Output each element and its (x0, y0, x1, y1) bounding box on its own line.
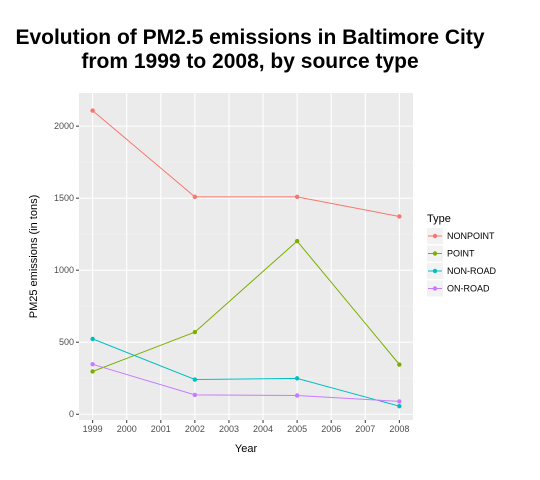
series-line-on-road (92, 363, 400, 402)
legend-key-point (432, 233, 438, 239)
legend-label: POINT (447, 249, 475, 259)
x-tick-label: 2000 (117, 424, 137, 434)
x-tick-label: 2001 (151, 424, 171, 434)
x-axis: 1999 2000 2001 2002 2003 2004 2005 2006 2007 2008 (83, 420, 409, 434)
minor-gridlines (79, 161, 413, 379)
legend-label: NONPOINT (447, 231, 495, 241)
x-axis-title: Year (235, 443, 258, 455)
data-point-on-road (397, 399, 402, 404)
series-layer (90, 108, 402, 409)
y-tick-label: 500 (59, 337, 74, 347)
data-point-on-road (294, 393, 300, 398)
legend-label: NON-ROAD (447, 266, 496, 276)
chart-title-line-2: from 1999 to 2008, by source type (81, 50, 419, 73)
data-point-point (294, 238, 300, 244)
y-axis: 0 500 1000 1500 2000 (54, 121, 79, 419)
x-tick-label: 2007 (355, 424, 375, 434)
data-point-non-road (90, 336, 95, 342)
y-tick-label: 0 (69, 409, 74, 419)
data-point-nonpoint (90, 108, 95, 113)
chart-title: Evolution of PM2.5 emissions in Baltimor… (0, 26, 500, 74)
legend-key-point (432, 251, 438, 256)
legend-key-point (432, 268, 438, 274)
series-line-nonpoint (92, 110, 400, 217)
chart-title-line-1: Evolution of PM2.5 emissions in Baltimor… (15, 26, 485, 49)
y-tick-label: 2000 (54, 121, 74, 131)
data-point-on-road (90, 362, 95, 367)
legend-label: ON-ROAD (447, 284, 490, 294)
x-tick-label: 2004 (253, 424, 273, 434)
x-tick-label: 1999 (83, 424, 103, 434)
x-tick-label: 2006 (321, 424, 341, 434)
x-tick-label: 2003 (219, 424, 239, 434)
x-tick-label: 2005 (287, 424, 307, 434)
data-point-non-road (192, 377, 198, 382)
plot-panel (79, 93, 413, 420)
x-tick-label: 2008 (389, 424, 409, 434)
data-point-nonpoint (397, 214, 402, 219)
data-point-point (397, 362, 402, 367)
major-gridlines (79, 93, 413, 420)
data-point-on-road (192, 392, 198, 398)
y-tick-label: 1000 (54, 265, 74, 275)
data-point-point (90, 369, 95, 374)
y-tick-label: 1500 (54, 193, 74, 203)
data-point-non-road (294, 376, 300, 381)
y-axis-title: PM25 emissions (in tons) (28, 195, 40, 319)
data-point-point (192, 329, 198, 335)
series-line-non-road (92, 338, 400, 407)
data-point-nonpoint (192, 194, 198, 200)
data-point-nonpoint (294, 194, 300, 200)
x-tick-label: 2002 (185, 424, 205, 434)
series-line-point (92, 240, 400, 372)
legend: Type NONPOINT POINT NON-ROAD ON-ROAD (427, 213, 496, 297)
legend-title: Type (427, 213, 451, 225)
data-point-non-road (397, 403, 402, 409)
legend-key-point (432, 286, 438, 291)
